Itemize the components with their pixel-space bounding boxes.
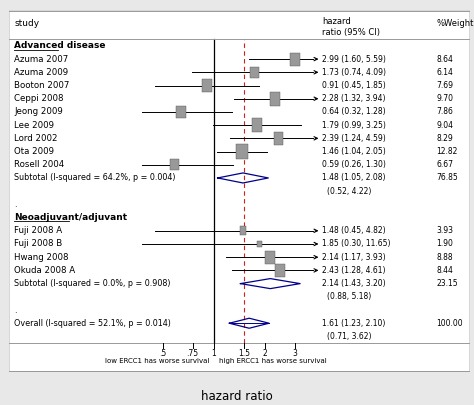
Text: 0.91 (0.45, 1.85): 0.91 (0.45, 1.85) bbox=[322, 81, 386, 90]
Text: .75: .75 bbox=[187, 349, 199, 358]
Text: 1.46 (1.04, 2.05): 1.46 (1.04, 2.05) bbox=[322, 147, 386, 156]
Text: Okuda 2008 A: Okuda 2008 A bbox=[14, 266, 75, 275]
Text: high ERCC1 has worse survival: high ERCC1 has worse survival bbox=[219, 358, 327, 364]
Text: Lee 2009: Lee 2009 bbox=[14, 121, 54, 130]
Text: 9.70: 9.70 bbox=[436, 94, 453, 103]
Bar bbox=[273, 132, 283, 145]
Text: hazard
ratio (95% CI): hazard ratio (95% CI) bbox=[322, 17, 380, 37]
Text: 2.14 (1.17, 3.93): 2.14 (1.17, 3.93) bbox=[322, 253, 386, 262]
Text: Hwang 2008: Hwang 2008 bbox=[14, 253, 69, 262]
Bar bbox=[290, 53, 300, 66]
Text: Overall (I-squared = 52.1%, p = 0.014): Overall (I-squared = 52.1%, p = 0.014) bbox=[14, 319, 171, 328]
Bar bbox=[257, 241, 262, 247]
Bar bbox=[239, 226, 246, 235]
Text: hazard ratio: hazard ratio bbox=[201, 390, 273, 403]
Text: 1.61 (1.23, 2.10): 1.61 (1.23, 2.10) bbox=[322, 319, 386, 328]
Text: 8.88: 8.88 bbox=[436, 253, 453, 262]
Text: 2.28 (1.32, 3.94): 2.28 (1.32, 3.94) bbox=[322, 94, 386, 103]
Text: Azuma 2007: Azuma 2007 bbox=[14, 55, 68, 64]
Text: 3: 3 bbox=[293, 349, 298, 358]
Text: 2.99 (1.60, 5.59): 2.99 (1.60, 5.59) bbox=[322, 55, 386, 64]
Text: 2.14 (1.43, 3.20): 2.14 (1.43, 3.20) bbox=[322, 279, 386, 288]
Text: 1.79 (0.99, 3.25): 1.79 (0.99, 3.25) bbox=[322, 121, 386, 130]
Text: 1.48 (0.45, 4.82): 1.48 (0.45, 4.82) bbox=[322, 226, 386, 235]
Text: Booton 2007: Booton 2007 bbox=[14, 81, 70, 90]
Text: 1.73 (0.74, 4.09): 1.73 (0.74, 4.09) bbox=[322, 68, 386, 77]
Bar bbox=[275, 264, 285, 277]
Text: 3.93: 3.93 bbox=[436, 226, 453, 235]
Text: .5: .5 bbox=[159, 349, 166, 358]
Text: 9.04: 9.04 bbox=[436, 121, 453, 130]
Text: Subtotal (I-squared = 0.0%, p = 0.908): Subtotal (I-squared = 0.0%, p = 0.908) bbox=[14, 279, 171, 288]
Bar bbox=[270, 92, 280, 106]
Text: Azuma 2009: Azuma 2009 bbox=[14, 68, 68, 77]
Text: 12.82: 12.82 bbox=[436, 147, 457, 156]
Bar bbox=[202, 79, 212, 92]
Text: 76.85: 76.85 bbox=[436, 173, 458, 183]
Text: .: . bbox=[14, 305, 17, 315]
Text: Lord 2002: Lord 2002 bbox=[14, 134, 58, 143]
Text: 1: 1 bbox=[211, 349, 216, 358]
Bar bbox=[176, 106, 186, 118]
Text: 2.43 (1.28, 4.61): 2.43 (1.28, 4.61) bbox=[322, 266, 386, 275]
Text: Jeong 2009: Jeong 2009 bbox=[14, 107, 63, 116]
Text: 7.86: 7.86 bbox=[436, 107, 453, 116]
Text: 1.90: 1.90 bbox=[436, 239, 453, 249]
Text: 1.5: 1.5 bbox=[238, 349, 250, 358]
Text: Rosell 2004: Rosell 2004 bbox=[14, 160, 64, 169]
Text: 6.67: 6.67 bbox=[436, 160, 453, 169]
Text: .: . bbox=[14, 200, 17, 209]
Text: low ERCC1 has worse survival: low ERCC1 has worse survival bbox=[105, 358, 209, 364]
Text: Advanced disease: Advanced disease bbox=[14, 41, 106, 50]
Text: 8.64: 8.64 bbox=[436, 55, 453, 64]
Bar bbox=[236, 144, 248, 160]
Text: %Weight: %Weight bbox=[436, 19, 474, 28]
Bar bbox=[265, 251, 275, 264]
Text: Fuji 2008 B: Fuji 2008 B bbox=[14, 239, 63, 249]
Text: Subtotal (I-squared = 64.2%, p = 0.004): Subtotal (I-squared = 64.2%, p = 0.004) bbox=[14, 173, 176, 183]
Text: 7.69: 7.69 bbox=[436, 81, 453, 90]
Text: 2: 2 bbox=[263, 349, 268, 358]
Text: (0.52, 4.22): (0.52, 4.22) bbox=[327, 187, 372, 196]
Bar bbox=[9, 10, 469, 371]
Text: Neoadjuvant/adjuvant: Neoadjuvant/adjuvant bbox=[14, 213, 128, 222]
Text: 2.39 (1.24, 4.59): 2.39 (1.24, 4.59) bbox=[322, 134, 386, 143]
Text: Fuji 2008 A: Fuji 2008 A bbox=[14, 226, 63, 235]
Text: study: study bbox=[14, 19, 39, 28]
Text: 1.48 (1.05, 2.08): 1.48 (1.05, 2.08) bbox=[322, 173, 386, 183]
Text: 6.14: 6.14 bbox=[436, 68, 453, 77]
Text: 23.15: 23.15 bbox=[436, 279, 458, 288]
Text: Ceppi 2008: Ceppi 2008 bbox=[14, 94, 64, 103]
Bar bbox=[250, 67, 259, 78]
Text: (0.71, 3.62): (0.71, 3.62) bbox=[327, 332, 372, 341]
Text: (0.88, 5.18): (0.88, 5.18) bbox=[327, 292, 371, 301]
Text: 0.64 (0.32, 1.28): 0.64 (0.32, 1.28) bbox=[322, 107, 386, 116]
Bar bbox=[252, 119, 262, 132]
Text: 0.59 (0.26, 1.30): 0.59 (0.26, 1.30) bbox=[322, 160, 386, 169]
Text: 1.85 (0.30, 11.65): 1.85 (0.30, 11.65) bbox=[322, 239, 391, 249]
Text: 100.00: 100.00 bbox=[436, 319, 463, 328]
Bar bbox=[170, 159, 179, 171]
Text: 8.44: 8.44 bbox=[436, 266, 453, 275]
Text: Ota 2009: Ota 2009 bbox=[14, 147, 54, 156]
Text: 8.29: 8.29 bbox=[436, 134, 453, 143]
